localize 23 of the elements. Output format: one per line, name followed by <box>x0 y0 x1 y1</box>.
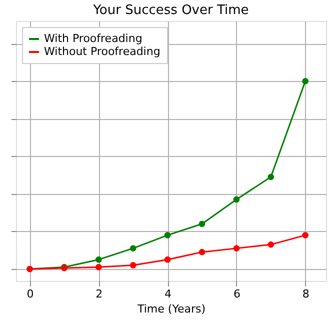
point <box>233 245 240 252</box>
point <box>198 248 206 256</box>
x-tick-label: 0 <box>26 288 34 300</box>
point <box>130 245 136 252</box>
point <box>302 232 308 238</box>
point <box>130 262 136 268</box>
x-tick-label: 4 <box>164 288 172 300</box>
point <box>302 78 308 84</box>
point <box>198 220 206 228</box>
point <box>268 241 274 248</box>
point <box>96 256 102 263</box>
point <box>164 256 171 263</box>
point <box>96 264 102 270</box>
point <box>164 232 171 238</box>
point <box>233 196 240 203</box>
x-tick-label: 8 <box>302 288 310 300</box>
x-tick-label: 6 <box>233 288 240 300</box>
point <box>268 174 274 180</box>
x-tick-label: 2 <box>96 288 103 300</box>
chart-title: Your Success Over Time <box>92 3 249 18</box>
legend-label: With Proofreading <box>44 32 142 45</box>
x-axis-title: Time (Years) <box>136 302 206 316</box>
legend-label: Without Proofreading <box>44 45 160 58</box>
